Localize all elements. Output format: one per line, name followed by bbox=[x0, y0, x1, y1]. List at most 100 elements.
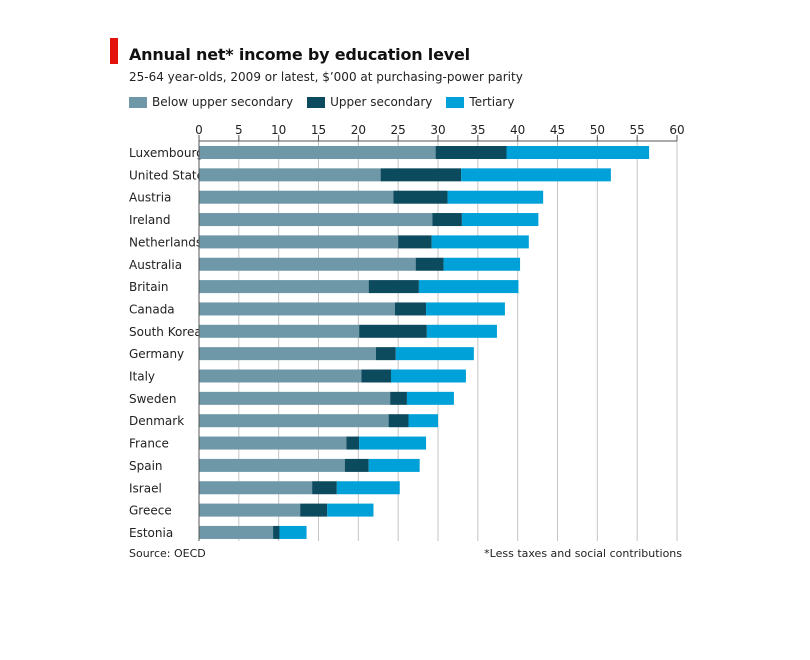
x-tick-label: 10 bbox=[271, 123, 286, 137]
x-tick-label: 45 bbox=[550, 123, 565, 137]
bar-segment bbox=[443, 257, 521, 271]
bar-segment bbox=[199, 190, 394, 204]
category-label: Britain bbox=[129, 280, 169, 294]
legend-label-upper-secondary: Upper secondary bbox=[330, 95, 433, 109]
legend-swatch-tertiary bbox=[446, 96, 465, 108]
bar-segment bbox=[380, 168, 462, 182]
bar-segment bbox=[199, 481, 313, 495]
bar-segment bbox=[426, 324, 497, 338]
legend: Below upper secondary Upper secondary Te… bbox=[129, 95, 528, 109]
category-label: France bbox=[129, 437, 169, 451]
bar-segment bbox=[199, 235, 399, 249]
bar-segment bbox=[408, 414, 438, 428]
bar-segment bbox=[199, 525, 274, 539]
bar-segment bbox=[199, 302, 395, 316]
category-label: Italy bbox=[129, 370, 155, 384]
bar-segment bbox=[431, 235, 529, 249]
footnote: *Less taxes and social contributions bbox=[484, 547, 682, 560]
bar-segment bbox=[368, 458, 420, 472]
category-label: South Korea bbox=[129, 325, 202, 339]
x-tick-label: 20 bbox=[351, 123, 366, 137]
bar-segment bbox=[312, 481, 337, 495]
bar-segment bbox=[361, 369, 391, 383]
x-tick-label: 55 bbox=[630, 123, 645, 137]
bar-segment bbox=[346, 436, 360, 450]
bar-segment bbox=[344, 458, 369, 472]
x-tick-label: 50 bbox=[590, 123, 605, 137]
bar-segment bbox=[461, 168, 611, 182]
bar-segment bbox=[300, 503, 328, 517]
x-tick-label: 60 bbox=[669, 123, 684, 137]
category-label: Netherlands bbox=[129, 235, 202, 249]
bar-segment bbox=[506, 146, 650, 159]
bar-segment bbox=[432, 213, 462, 227]
bar-segment bbox=[279, 525, 307, 539]
bar-segment bbox=[398, 235, 432, 249]
legend-item-upper-secondary: Upper secondary bbox=[307, 95, 432, 109]
bar-segment bbox=[359, 324, 427, 338]
bar-segment bbox=[199, 436, 347, 450]
bar-segment bbox=[415, 257, 444, 271]
bar-segment bbox=[199, 168, 381, 182]
x-tick-label: 15 bbox=[311, 123, 326, 137]
x-tick-label: 35 bbox=[470, 123, 485, 137]
bar-segment bbox=[395, 347, 474, 361]
x-tick-label: 30 bbox=[430, 123, 445, 137]
accent-bar bbox=[110, 38, 118, 64]
legend-swatch-upper-secondary bbox=[307, 96, 326, 108]
legend-item-below-upper-secondary: Below upper secondary bbox=[129, 95, 293, 109]
source-note: Source: OECD bbox=[129, 547, 206, 560]
x-tick-label: 0 bbox=[195, 123, 203, 137]
category-label: Luxembourg bbox=[129, 146, 204, 160]
category-label: Greece bbox=[129, 504, 172, 518]
category-label: Canada bbox=[129, 302, 175, 316]
bar-segment bbox=[199, 146, 436, 159]
legend-label-tertiary: Tertiary bbox=[469, 95, 515, 109]
bar-segment bbox=[273, 525, 280, 539]
category-label: Germany bbox=[129, 347, 184, 361]
bar-segment bbox=[461, 213, 539, 227]
category-label: United States bbox=[129, 168, 210, 182]
bar-segment bbox=[375, 347, 396, 361]
bar-segment bbox=[199, 257, 416, 271]
bar-segment bbox=[199, 391, 391, 405]
category-label: Estonia bbox=[129, 526, 173, 540]
x-tick-label: 25 bbox=[391, 123, 406, 137]
bar-segment bbox=[199, 369, 362, 383]
bar-segment bbox=[327, 503, 374, 517]
bar-segment bbox=[368, 280, 419, 294]
category-label: Denmark bbox=[129, 414, 184, 428]
bar-segment bbox=[199, 414, 389, 428]
chart-title: Annual net* income by education level bbox=[129, 45, 470, 64]
category-label: Israel bbox=[129, 481, 162, 495]
category-label: Sweden bbox=[129, 392, 176, 406]
bar-segment bbox=[390, 391, 407, 405]
category-label: Austria bbox=[129, 191, 171, 205]
legend-label-below-upper-secondary: Below upper secondary bbox=[152, 95, 294, 109]
legend-item-tertiary: Tertiary bbox=[446, 95, 514, 109]
bar-segment bbox=[199, 347, 376, 361]
x-tick-label: 40 bbox=[510, 123, 525, 137]
bar-segment bbox=[435, 146, 507, 159]
legend-swatch-below-upper-secondary bbox=[129, 96, 147, 108]
category-label: Spain bbox=[129, 459, 163, 473]
bar-segment bbox=[359, 436, 427, 450]
category-label: Australia bbox=[129, 258, 182, 272]
bar-segment bbox=[393, 190, 448, 204]
bar-segment bbox=[199, 503, 301, 517]
bar-segment bbox=[199, 213, 433, 227]
bar-segment bbox=[199, 324, 360, 338]
x-tick-label: 5 bbox=[235, 123, 243, 137]
bar-segment bbox=[199, 458, 345, 472]
bar-segment bbox=[390, 369, 466, 383]
bar-segment bbox=[394, 302, 427, 316]
chart-subtitle: 25-64 year-olds, 2009 or latest, $’000 a… bbox=[129, 70, 523, 84]
bar-segment bbox=[426, 302, 505, 316]
bar-segment bbox=[418, 280, 519, 294]
bar-segment bbox=[388, 414, 409, 428]
bar-segment bbox=[406, 391, 454, 405]
category-label: Ireland bbox=[129, 213, 171, 227]
bar-segment bbox=[336, 481, 400, 495]
bar-segment bbox=[447, 190, 544, 204]
